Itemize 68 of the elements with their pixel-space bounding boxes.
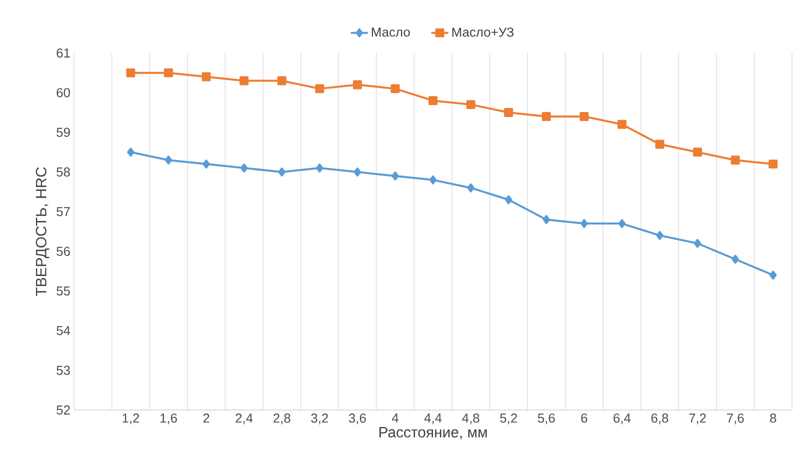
point — [428, 96, 438, 106]
x-tick-label: 2,4 — [236, 414, 253, 424]
point — [542, 215, 550, 224]
point — [240, 76, 249, 86]
point — [467, 183, 474, 192]
point — [240, 164, 248, 173]
x-tick-label: 7,6 — [726, 414, 744, 424]
point — [504, 195, 512, 204]
y-axis-title: ТВЕРДОСТЬ, HRC — [36, 167, 50, 296]
point — [202, 160, 210, 169]
legend-label: Масло — [372, 28, 410, 37]
point — [352, 80, 362, 90]
y-tick-label: 56 — [56, 246, 70, 256]
point — [316, 164, 324, 173]
x-tick-label: 7,2 — [689, 414, 706, 424]
point — [429, 175, 437, 184]
x-tick-label: 8 — [770, 414, 776, 423]
y-tick-label: 52 — [56, 405, 70, 415]
point — [277, 76, 286, 86]
point — [542, 112, 551, 121]
point — [655, 140, 664, 149]
x-tick-label: 6 — [581, 414, 588, 423]
point — [730, 156, 740, 165]
point — [580, 219, 588, 228]
x-tick-label: 6,8 — [651, 414, 668, 424]
y-tick-label: 54 — [56, 326, 70, 336]
x-tick-label: 4 — [392, 414, 398, 422]
x-tick-label: 1,6 — [160, 414, 177, 424]
x-tick-label: 1,2 — [122, 414, 140, 424]
point — [694, 238, 702, 248]
point — [392, 171, 399, 180]
x-tick-label: 2 — [203, 414, 210, 423]
point — [466, 100, 476, 110]
point — [127, 148, 134, 157]
y-tick-label: 61 — [56, 48, 70, 58]
x-tick-label: 2,8 — [274, 414, 290, 424]
y-tick-label: 58 — [56, 167, 70, 177]
x-tick-label: 5,6 — [538, 414, 555, 424]
y-tick-label: 59 — [56, 128, 70, 137]
legend-label: Масло+УЗ — [452, 28, 514, 37]
point — [768, 160, 778, 169]
x-tick-label: 3,6 — [348, 414, 366, 424]
point — [732, 254, 739, 264]
point — [769, 270, 777, 280]
x-tick-label: 4,4 — [424, 414, 442, 424]
point — [126, 68, 136, 78]
y-tick-label: 55 — [56, 286, 70, 296]
point — [580, 112, 589, 121]
x-tick-label: 4,8 — [462, 414, 480, 424]
point — [164, 156, 172, 165]
point — [618, 219, 626, 228]
point — [354, 168, 362, 176]
x-axis-title: Расстояние, мм — [379, 427, 487, 440]
point — [278, 168, 286, 176]
point — [202, 72, 211, 82]
y-tick-label: 60 — [56, 88, 70, 98]
y-tick-label: 57 — [56, 207, 70, 216]
y-tick-label: 53 — [56, 366, 70, 375]
x-tick-label: 5,2 — [500, 414, 517, 424]
point — [617, 120, 626, 129]
point — [504, 108, 514, 117]
point — [315, 84, 324, 94]
point — [390, 84, 400, 94]
point — [656, 230, 664, 240]
point — [164, 68, 173, 78]
x-tick-label: 3,2 — [311, 414, 328, 424]
point — [693, 148, 702, 157]
x-tick-label: 6,4 — [614, 414, 631, 424]
